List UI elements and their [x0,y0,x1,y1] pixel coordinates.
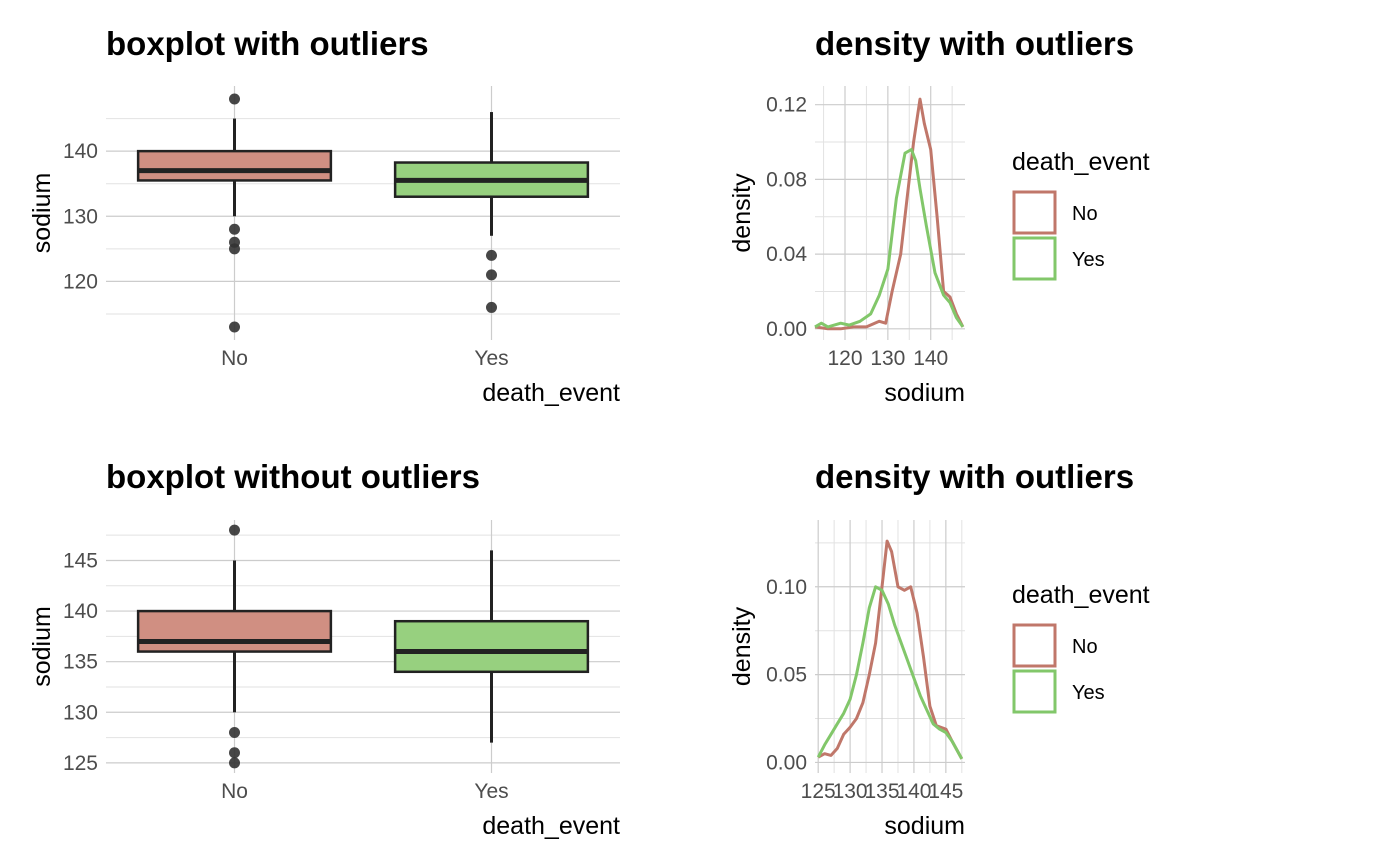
legend-label: Yes [1072,682,1105,704]
x-tick-label: No [221,780,248,803]
box-no [136,93,333,333]
box-iqr [393,619,590,674]
density-line-no [817,539,964,760]
outlier-point [229,243,240,255]
x-tick-label: 125 [801,780,836,803]
legend-key-no [1012,623,1057,668]
x-tick-label: 140 [913,347,948,370]
outlier-point [229,727,240,739]
x-axis-title: sodium [884,812,965,840]
legend-label: Yes [1072,249,1105,271]
density-line-no [814,97,965,331]
x-axis-title: sodium [884,379,965,407]
legend-key-yes [1012,236,1057,281]
chart-panel-1: boxplot with outliers 120 130 140 No Yes death… [28,25,620,407]
legend-title: death_event [1012,581,1150,609]
chart-panel-4: density with outliers0.000.050.101251301… [728,458,1150,840]
y-tick-label: 130 [63,701,98,724]
chart-panel-3: boxplot without outliers 125 130 135 140 145 N… [28,458,620,840]
x-tick-label: Yes [474,780,508,803]
x-tick-label: 130 [870,347,905,370]
y-axis-title: density [728,606,756,686]
box-iqr [136,609,333,653]
outlier-point [229,93,240,105]
legend-key-yes [1012,669,1057,714]
outlier-point [229,321,240,333]
y-tick-label: 0.00 [766,751,807,774]
legend: death_event No Yes [1012,581,1150,714]
chart-title: density with outliers [815,458,1134,495]
outlier-point [486,269,497,281]
y-tick-label: 130 [63,205,98,228]
outlier-point [486,249,497,261]
box-yes [393,112,590,313]
y-tick-label: 135 [63,651,98,674]
density-line-yes [814,148,965,329]
x-tick-label: 135 [864,780,899,803]
chart-panel-2: density with outliers 0.00 0.04 0.08 0.12 120… [728,25,1150,407]
x-tick-label: No [221,347,248,370]
outlier-point [229,747,240,759]
y-axis-title: density [728,173,756,253]
y-tick-label: 0.10 [766,576,807,599]
y-tick-label: 0.05 [766,664,807,687]
chart-title: boxplot without outliers [106,458,480,495]
chart-title: boxplot with outliers [106,25,429,62]
outlier-point [229,524,240,536]
y-tick-label: 0.12 [766,94,807,117]
y-axis-title: sodium [28,173,56,254]
x-axis-title: death_event [482,379,620,407]
y-tick-label: 0.00 [766,318,807,341]
outlier-point [486,301,497,313]
x-axis-title: death_event [482,812,620,840]
box-yes [393,550,590,743]
y-tick-label: 140 [63,140,98,163]
outlier-point [229,757,240,769]
density-line-yes [816,585,964,760]
legend-label: No [1072,636,1098,658]
x-tick-label: 120 [827,347,862,370]
y-tick-label: 0.04 [766,243,807,266]
box-no [136,524,333,769]
chart-title: density with outliers [815,25,1134,62]
y-tick-label: 120 [63,270,98,293]
box-iqr [136,149,333,182]
legend-label: No [1072,203,1098,225]
x-tick-label: 145 [928,780,963,803]
y-tick-label: 0.08 [766,168,807,191]
y-tick-label: 145 [63,549,98,572]
outlier-point [229,223,240,235]
y-tick-label: 125 [63,752,98,775]
x-tick-label: 130 [833,780,868,803]
legend-key-no [1012,190,1057,235]
y-axis-title: sodium [28,606,56,687]
x-tick-label: 140 [896,780,931,803]
legend-title: death_event [1012,148,1150,176]
y-tick-label: 140 [63,600,98,623]
x-tick-label: Yes [474,347,508,370]
legend: death_event No Yes [1012,148,1150,281]
